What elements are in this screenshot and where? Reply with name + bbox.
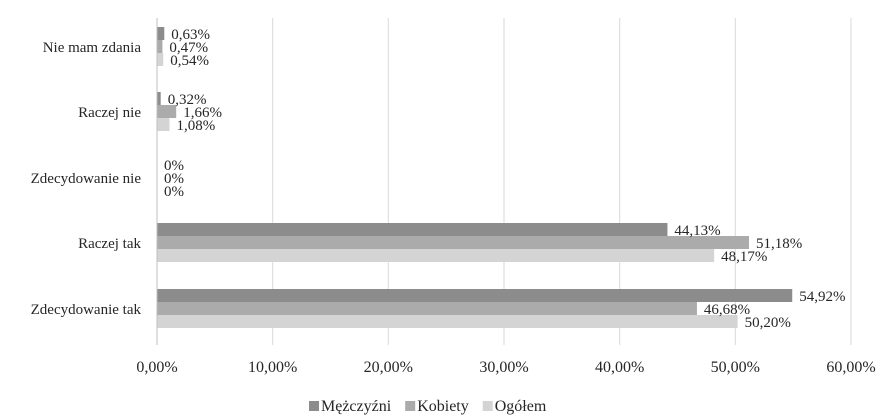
category-label: Zdecydowanie tak (31, 302, 142, 318)
data-label: 50,20% (745, 315, 791, 331)
bar (157, 302, 697, 315)
bar (157, 53, 164, 66)
bar (157, 40, 163, 53)
data-label: 0% (164, 171, 184, 187)
bar (157, 249, 715, 262)
legend-label: Mężczyźni (321, 398, 392, 415)
data-label: 0% (164, 158, 184, 174)
x-tick-label: 0,00% (136, 359, 177, 376)
data-label: 1,08% (176, 118, 215, 134)
data-label: 0,63% (171, 27, 210, 43)
data-label: 51,18% (756, 236, 802, 252)
data-label: 48,17% (721, 249, 767, 265)
legend-label: Ogółem (495, 398, 547, 415)
bars-layer (157, 27, 793, 328)
bar (157, 118, 170, 131)
data-label: 0,32% (168, 92, 207, 108)
legend-swatch (309, 401, 319, 411)
bar (157, 92, 161, 105)
bar (157, 105, 177, 118)
data-label: 54,92% (799, 289, 845, 305)
data-label: 46,68% (704, 302, 750, 318)
data-labels-layer: 54,92% 44,13% 0% 0,32% 0,63% 46,68% 51,18% 0% 1,… (164, 27, 845, 331)
bar (157, 289, 793, 302)
x-tick-label: 20,00% (364, 359, 413, 376)
category-label: Zdecydowanie nie (31, 171, 142, 187)
legend-swatch (482, 401, 493, 411)
category-label: Raczej nie (78, 105, 141, 121)
x-tick-label: 40,00% (595, 359, 644, 376)
category-label: Raczej tak (78, 236, 141, 252)
bar (157, 236, 749, 249)
category-label: Nie mam zdania (43, 40, 142, 56)
x-tick-label: 30,00% (479, 359, 528, 376)
x-tick-label: 60,00% (826, 359, 875, 376)
legend: Mężczyźni Kobiety Ogółem (309, 398, 547, 415)
bar (157, 315, 738, 328)
axis-layer: 0,00% 10,00% 20,00% 30,00% 40,00% 50,00% 60,00… (31, 18, 876, 376)
bar (157, 27, 165, 40)
legend-label: Kobiety (417, 398, 469, 415)
x-tick-label: 50,00% (711, 359, 760, 376)
x-tick-label: 10,00% (248, 359, 297, 376)
data-label: 0% (164, 184, 184, 200)
bar (157, 223, 668, 236)
legend-swatch (405, 401, 416, 411)
data-label: 44,13% (674, 223, 720, 239)
data-label: 0,47% (169, 40, 208, 56)
data-label: 1,66% (183, 105, 222, 121)
data-label: 0,54% (170, 53, 209, 69)
